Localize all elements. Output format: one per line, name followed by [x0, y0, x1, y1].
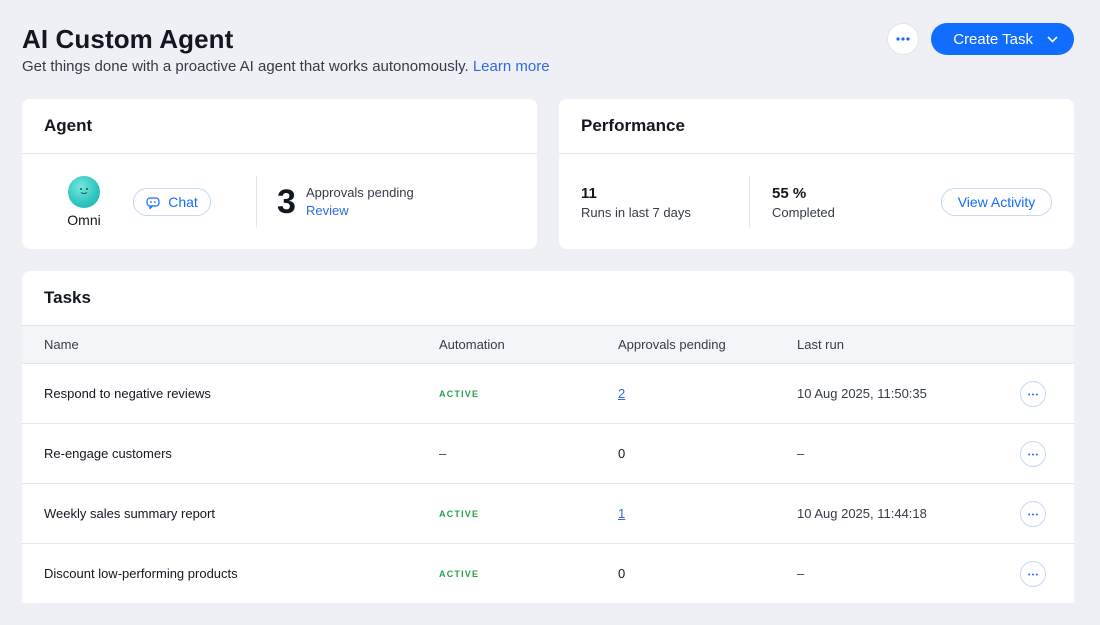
last-run: – — [797, 566, 805, 581]
runs-value: 11 — [581, 185, 597, 202]
row-more-button[interactable] — [1020, 501, 1046, 527]
page-subtitle: Get things done with a proactive AI agen… — [22, 58, 1074, 75]
chat-button[interactable]: Chat — [133, 188, 211, 216]
approvals-count: 3 — [277, 183, 296, 221]
table-row[interactable]: Re-engage customers – 0 – — [22, 424, 1074, 484]
create-task-label: Create Task — [953, 30, 1033, 48]
automation-value: – — [439, 446, 447, 461]
learn-more-link[interactable]: Learn more — [472, 58, 550, 75]
chevron-down-icon — [1047, 35, 1058, 43]
agent-card: Agent Omni Chat 3 Approvals pending Revi… — [22, 99, 537, 249]
chat-label: Chat — [168, 194, 198, 210]
chat-bot-icon — [146, 196, 160, 209]
review-link[interactable]: Review — [306, 203, 349, 218]
view-activity-button[interactable]: View Activity — [941, 188, 1052, 216]
smiley-icon — [80, 188, 88, 194]
task-name: Re-engage customers — [44, 446, 172, 461]
status-badge: ACTIVE — [439, 509, 480, 519]
completed-value: 55 % — [772, 185, 807, 202]
approvals-link[interactable]: 2 — [618, 386, 626, 401]
task-name: Respond to negative reviews — [44, 386, 211, 401]
avatar — [68, 176, 100, 208]
status-badge: ACTIVE — [439, 389, 480, 399]
row-more-button[interactable] — [1020, 381, 1046, 407]
table-row[interactable]: Weekly sales summary report ACTIVE 1 10 … — [22, 484, 1074, 544]
last-run: 10 Aug 2025, 11:44:18 — [797, 506, 927, 521]
divider — [256, 176, 257, 228]
tasks-card-title: Tasks — [22, 271, 1074, 326]
row-more-button[interactable] — [1020, 561, 1046, 587]
column-header-last-run[interactable]: Last run — [797, 337, 844, 352]
column-header-automation[interactable]: Automation — [439, 337, 505, 352]
ellipsis-icon — [896, 37, 910, 41]
runs-label: Runs in last 7 days — [581, 205, 691, 220]
agent-card-body: Omni Chat 3 Approvals pending Review — [22, 154, 537, 248]
ellipsis-icon — [1028, 513, 1038, 515]
approvals-value: 0 — [618, 446, 626, 461]
completed-label: Completed — [772, 205, 835, 220]
create-task-button[interactable]: Create Task — [931, 23, 1074, 55]
page-header: AI Custom Agent Get things done with a p… — [22, 22, 1074, 82]
ellipsis-icon — [1028, 573, 1038, 575]
approvals-value: 0 — [618, 566, 626, 581]
task-name: Discount low-performing products — [44, 566, 238, 581]
agent-card-title: Agent — [22, 99, 537, 154]
status-badge: ACTIVE — [439, 569, 480, 579]
table-header: Name Automation Approvals pending Last r… — [22, 326, 1074, 364]
tasks-card: Tasks Name Automation Approvals pending … — [22, 271, 1074, 603]
column-header-approvals[interactable]: Approvals pending — [618, 337, 726, 352]
last-run: 10 Aug 2025, 11:50:35 — [797, 386, 927, 401]
performance-card: Performance 11 Runs in last 7 days 55 % … — [559, 99, 1074, 249]
agent-name: Omni — [67, 212, 101, 228]
divider — [749, 176, 750, 228]
row-more-button[interactable] — [1020, 441, 1046, 467]
approvals-link[interactable]: 1 — [618, 506, 626, 521]
table-row[interactable]: Discount low-performing products ACTIVE … — [22, 544, 1074, 603]
more-actions-button[interactable] — [887, 23, 920, 55]
header-actions: Create Task — [887, 23, 1074, 55]
ellipsis-icon — [1028, 393, 1038, 395]
approvals-pending-label: Approvals pending — [306, 185, 414, 200]
table-row[interactable]: Respond to negative reviews ACTIVE 2 10 … — [22, 364, 1074, 424]
subtitle-text: Get things done with a proactive AI agen… — [22, 58, 469, 75]
column-header-name[interactable]: Name — [44, 337, 79, 352]
page-title: AI Custom Agent — [22, 24, 234, 54]
performance-card-title: Performance — [559, 99, 1074, 154]
task-name: Weekly sales summary report — [44, 506, 215, 521]
last-run: – — [797, 446, 805, 461]
performance-card-body: 11 Runs in last 7 days 55 % Completed Vi… — [559, 154, 1074, 248]
ellipsis-icon — [1028, 453, 1038, 455]
agent-avatar-wrap — [67, 176, 101, 208]
